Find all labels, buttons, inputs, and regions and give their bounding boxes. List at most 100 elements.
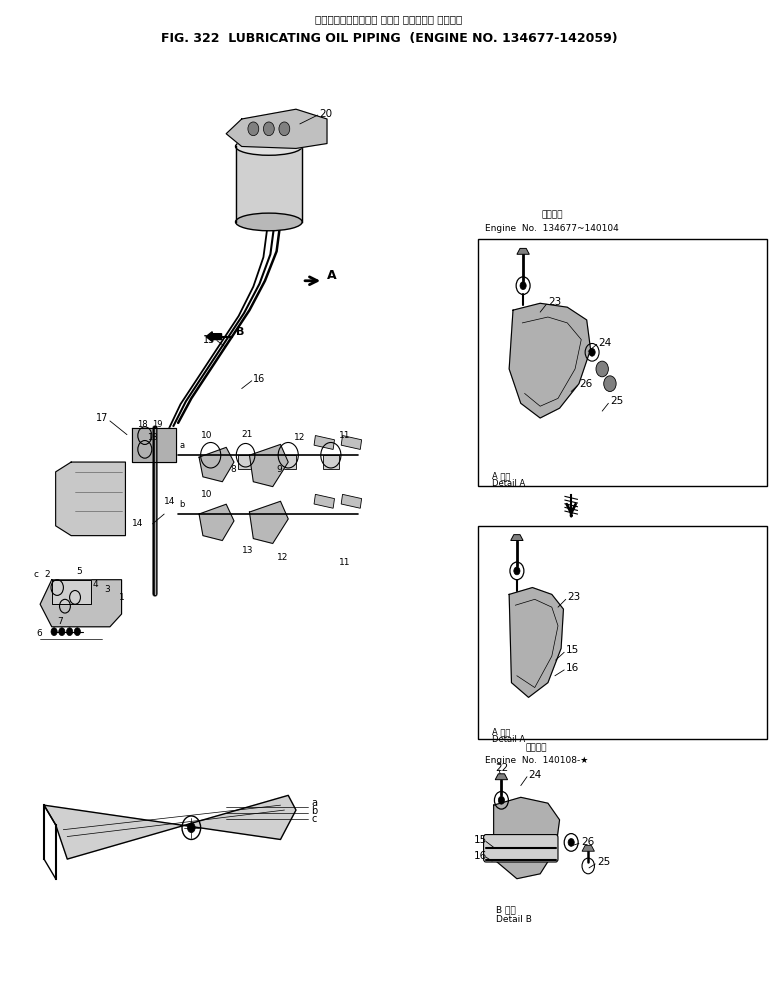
Circle shape xyxy=(187,823,195,833)
Text: 15: 15 xyxy=(475,836,488,845)
Text: 15: 15 xyxy=(203,334,216,345)
Bar xyxy=(478,239,766,486)
Bar xyxy=(478,526,766,739)
Circle shape xyxy=(513,567,520,575)
Polygon shape xyxy=(226,109,327,148)
Text: 16: 16 xyxy=(566,663,579,673)
Circle shape xyxy=(279,122,289,136)
Text: A 詳図: A 詳図 xyxy=(492,471,510,481)
Text: 16: 16 xyxy=(475,851,488,861)
Text: 18: 18 xyxy=(137,421,148,430)
Text: 14: 14 xyxy=(164,496,176,506)
Text: 24: 24 xyxy=(598,337,612,348)
Text: 10: 10 xyxy=(202,490,213,499)
Text: 23: 23 xyxy=(567,593,580,603)
Polygon shape xyxy=(509,588,563,697)
Text: 7: 7 xyxy=(58,617,63,626)
Polygon shape xyxy=(199,504,234,541)
Text: FIG. 322  LUBRICATING OIL PIPING  (ENGINE NO. 134677-142059): FIG. 322 LUBRICATING OIL PIPING (ENGINE … xyxy=(161,32,617,45)
Text: 15: 15 xyxy=(566,645,579,656)
Text: 16: 16 xyxy=(254,374,265,383)
Text: B: B xyxy=(236,326,244,337)
Bar xyxy=(314,494,335,508)
Text: 26: 26 xyxy=(579,378,592,388)
Text: c: c xyxy=(34,570,39,579)
Text: 4: 4 xyxy=(93,580,99,589)
Bar xyxy=(342,435,362,449)
Text: 8: 8 xyxy=(230,465,236,475)
Polygon shape xyxy=(40,580,121,627)
Text: Detail B: Detail B xyxy=(496,915,532,924)
Text: Engine  No.  134677~140104: Engine No. 134677~140104 xyxy=(485,224,619,233)
Text: 25: 25 xyxy=(597,857,610,867)
Circle shape xyxy=(604,376,616,391)
Text: 10: 10 xyxy=(202,432,213,440)
Polygon shape xyxy=(494,797,559,879)
Text: a: a xyxy=(311,798,317,808)
Circle shape xyxy=(589,348,595,356)
Text: A: A xyxy=(327,269,337,282)
Circle shape xyxy=(51,628,58,636)
Text: B 詳図: B 詳図 xyxy=(496,905,516,914)
Text: 24: 24 xyxy=(528,770,541,780)
Polygon shape xyxy=(44,795,296,859)
Text: a: a xyxy=(180,441,185,450)
Circle shape xyxy=(520,282,526,290)
Polygon shape xyxy=(517,249,529,255)
Text: 5: 5 xyxy=(76,567,82,576)
Polygon shape xyxy=(510,535,523,541)
Text: 19: 19 xyxy=(152,421,163,430)
FancyBboxPatch shape xyxy=(484,835,558,862)
Text: b: b xyxy=(311,806,317,816)
Text: 22: 22 xyxy=(496,763,509,773)
Bar xyxy=(280,455,296,469)
Text: 20: 20 xyxy=(319,109,332,119)
Text: A 詳図: A 詳図 xyxy=(492,727,510,736)
Text: Detail A: Detail A xyxy=(492,479,525,489)
Polygon shape xyxy=(131,428,176,462)
Polygon shape xyxy=(199,447,234,482)
Circle shape xyxy=(74,628,80,636)
Text: 26: 26 xyxy=(581,838,594,847)
Circle shape xyxy=(66,628,72,636)
Bar xyxy=(238,455,254,469)
Text: 23: 23 xyxy=(548,297,561,308)
Text: 21: 21 xyxy=(242,431,253,439)
Circle shape xyxy=(264,122,275,136)
Text: 2: 2 xyxy=(45,570,51,579)
Text: b: b xyxy=(180,499,185,509)
Bar xyxy=(203,455,219,469)
Polygon shape xyxy=(509,304,591,418)
Text: 11: 11 xyxy=(338,557,350,566)
Text: 11: 11 xyxy=(338,432,350,440)
Text: 12: 12 xyxy=(278,552,289,561)
Text: Detail A: Detail A xyxy=(492,735,525,744)
Text: 25: 25 xyxy=(610,396,623,406)
Polygon shape xyxy=(496,774,507,780)
Polygon shape xyxy=(250,444,288,487)
Text: Engine  No.  140108-★: Engine No. 140108-★ xyxy=(485,756,588,765)
Ellipse shape xyxy=(236,213,302,231)
Text: 6: 6 xyxy=(37,629,42,638)
Bar xyxy=(323,455,338,469)
Ellipse shape xyxy=(236,138,302,155)
Polygon shape xyxy=(236,146,302,222)
Text: 13: 13 xyxy=(147,434,158,442)
Text: 3: 3 xyxy=(104,585,110,594)
Polygon shape xyxy=(582,845,594,851)
Polygon shape xyxy=(250,501,288,544)
Circle shape xyxy=(568,838,574,846)
Text: 13: 13 xyxy=(242,546,253,554)
Text: ルーブリケーティング オイル パイピング 適用号機: ルーブリケーティング オイル パイピング 適用号機 xyxy=(315,14,463,24)
Text: 適用号機: 適用号機 xyxy=(541,210,562,219)
Circle shape xyxy=(248,122,259,136)
Text: 14: 14 xyxy=(131,519,143,528)
Bar xyxy=(342,494,362,508)
Polygon shape xyxy=(56,462,125,536)
Text: 12: 12 xyxy=(293,434,305,442)
FancyArrow shape xyxy=(206,331,222,341)
Circle shape xyxy=(59,628,65,636)
Polygon shape xyxy=(52,580,90,605)
Bar xyxy=(314,435,335,449)
Text: 適用号機: 適用号機 xyxy=(526,744,547,753)
